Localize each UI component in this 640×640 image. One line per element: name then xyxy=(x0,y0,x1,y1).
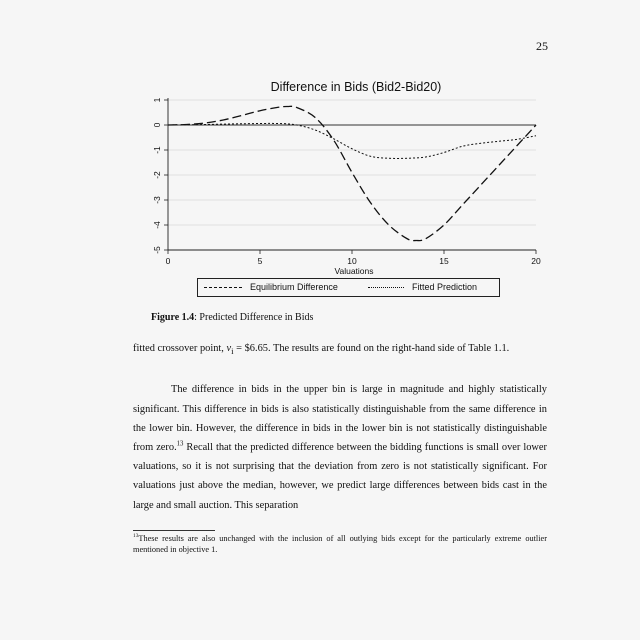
y-tick-label: 0 xyxy=(152,122,162,127)
chart-title: Difference in Bids (Bid2-Bid20) xyxy=(271,80,442,94)
legend-swatch-dashed xyxy=(204,286,242,288)
paragraph-1: fitted crossover point, vi = $6.65. The … xyxy=(133,339,547,361)
paragraph-2: The difference in bids in the upper bin … xyxy=(133,380,547,514)
legend-item-equilibrium: Equilibrium Difference xyxy=(204,282,338,292)
paragraph-2-text-a: The difference in bids in the upper bin … xyxy=(133,384,547,454)
legend-label-equilibrium: Equilibrium Difference xyxy=(250,282,338,292)
y-tick-label: -4 xyxy=(152,221,162,229)
x-axis-label: Valuations xyxy=(334,266,373,276)
paragraph-2-text-b: Recall that the predicted difference bet… xyxy=(133,442,547,511)
figure-chart: Difference in Bids (Bid2-Bid20) 1 0 -1 -2 -3-… xyxy=(140,76,550,298)
x-tick-label: 5 xyxy=(258,256,263,266)
legend-label-fitted: Fitted Prediction xyxy=(412,282,478,292)
x-tick-label: 20 xyxy=(531,256,541,266)
body-text: fitted crossover point, vi = $6.65. The … xyxy=(133,339,547,515)
legend-swatch-dotted xyxy=(368,286,404,288)
figure-caption: Figure 1.4: Predicted Difference in Bids xyxy=(151,312,551,323)
x-tick-label: 15 xyxy=(439,256,449,266)
paragraph-1-text-a: fitted crossover point, xyxy=(133,343,227,354)
x-tick-label: 0 xyxy=(166,256,171,266)
paragraph-1-text-b: = $6.65. The results are found on the ri… xyxy=(233,343,510,354)
series-line-equilibrium xyxy=(167,105,537,242)
math-variable: v xyxy=(226,343,232,354)
y-tick-label: -1 xyxy=(152,146,162,154)
y-tick-label: -2 xyxy=(152,171,162,179)
footnote-mark: 13 xyxy=(133,533,139,540)
figure-label: Figure 1.4 xyxy=(151,312,195,323)
footnote-rule xyxy=(133,530,215,531)
line-chart: Difference in Bids (Bid2-Bid20)10-1-2-3-… xyxy=(152,80,541,276)
series-line-fitted xyxy=(167,122,537,159)
page-number: 25 xyxy=(536,39,548,53)
footnote-text: These results are also unchanged with th… xyxy=(133,534,547,554)
legend-item-fitted: Fitted Prediction xyxy=(368,282,477,292)
x-tick-label: 10 xyxy=(347,256,357,266)
y-tick-label: -3 xyxy=(152,196,162,204)
y-tick-label: -5 xyxy=(152,246,162,254)
footnote: 13These results are also unchanged with … xyxy=(133,533,547,555)
y-tick-label: 1 xyxy=(152,97,162,102)
footnote-ref: 13 xyxy=(176,440,184,448)
chart-legend: Equilibrium Difference Fitted Prediction xyxy=(197,278,500,297)
figure-caption-text: : Predicted Difference in Bids xyxy=(194,312,314,323)
math-subscript: i xyxy=(231,346,234,357)
